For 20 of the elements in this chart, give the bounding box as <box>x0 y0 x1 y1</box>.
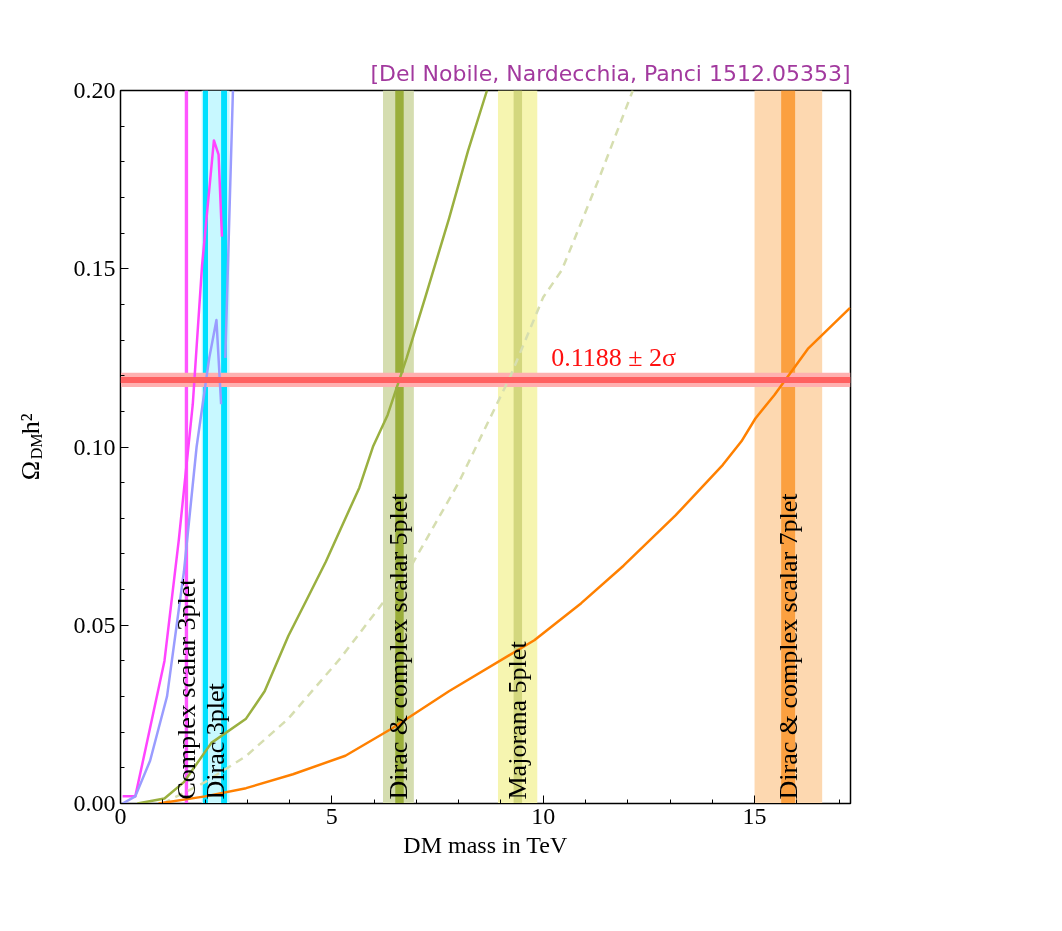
band-label: Dirac 3plet <box>201 682 231 800</box>
band-label: Majorana 5plet <box>503 640 533 800</box>
x-tick-label: 5 <box>325 802 338 829</box>
ref-line-label: 0.1188 ± 2σ <box>551 342 677 372</box>
x-tick-label: 10 <box>531 802 556 829</box>
y-tick-label: 0.00 <box>73 790 116 816</box>
chart-title: [Del Nobile, Nardecchia, Panci 1512.05353] <box>370 60 851 86</box>
band-label: Dirac & complex scalar 7plet <box>773 492 803 800</box>
y-tick-label: 0.20 <box>73 77 116 103</box>
x-tick-label: 15 <box>742 802 767 829</box>
line-series <box>136 90 489 804</box>
x-axis-title: DM mass in TeV <box>403 831 568 858</box>
band-label: Complex scalar 3plet <box>171 577 201 800</box>
line-series <box>157 306 851 804</box>
y-axis-title: ΩDMh² <box>16 413 45 481</box>
y-tick-label: 0.15 <box>73 255 116 282</box>
x-tick-label: 0 <box>114 802 127 829</box>
y-tick-label: 0.05 <box>73 611 116 638</box>
y-tick-label: 0.10 <box>73 433 116 460</box>
band-label: Dirac & complex scalar 5plet <box>383 492 413 800</box>
